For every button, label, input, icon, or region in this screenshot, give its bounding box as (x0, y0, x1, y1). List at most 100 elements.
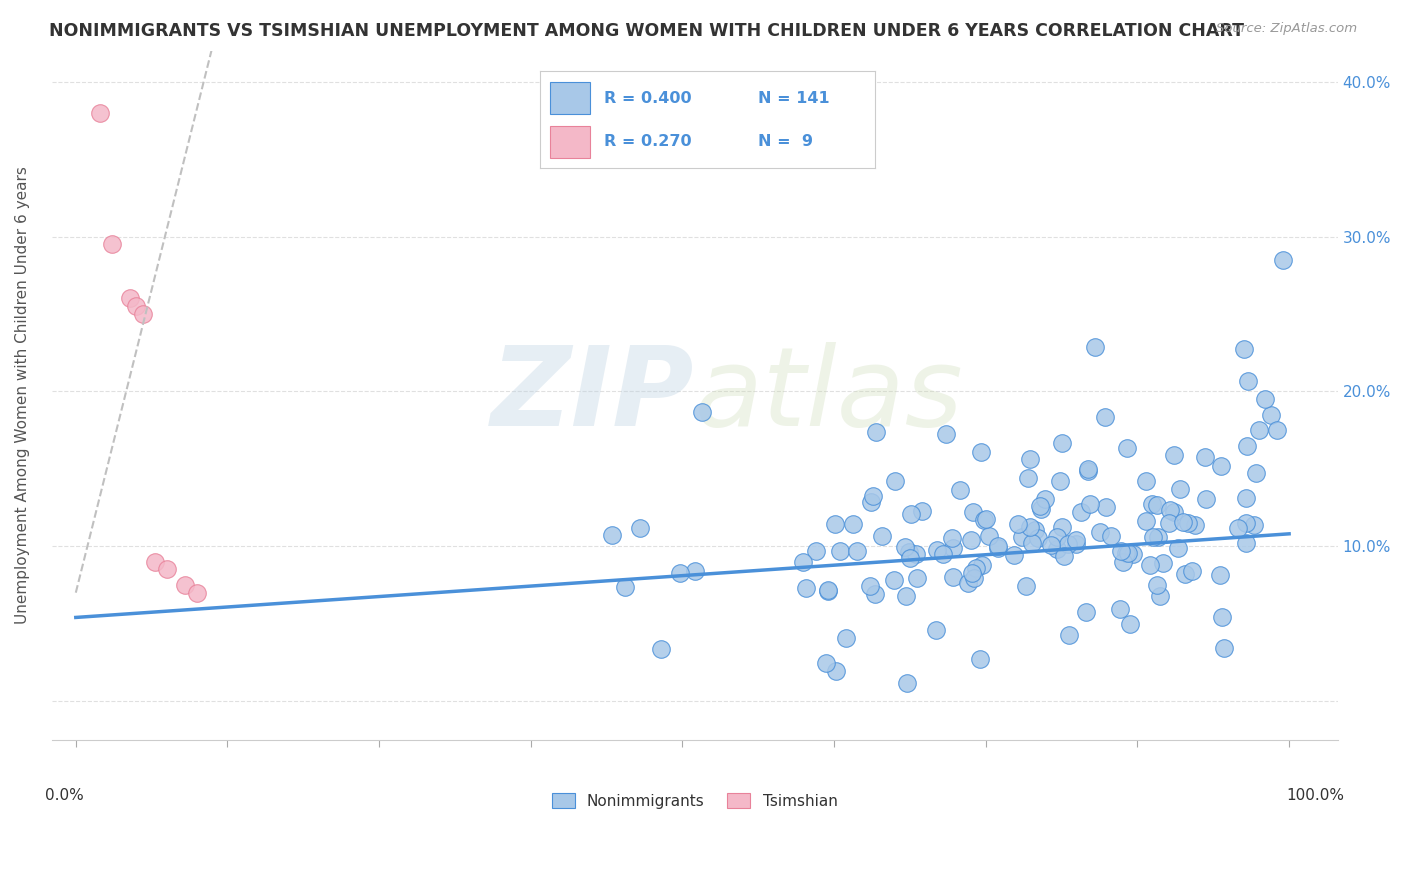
Point (1167, 541, 1189, 556)
Point (817, 584, 839, 599)
Point (1247, 423, 1270, 437)
Point (1115, 546, 1137, 560)
Point (845, 543, 868, 558)
Point (1056, 537, 1078, 551)
Text: 0.0%: 0.0% (45, 788, 84, 803)
Point (862, 489, 884, 503)
Point (1260, 408, 1282, 422)
Point (1152, 556, 1174, 570)
Point (1234, 491, 1257, 505)
Point (1052, 520, 1074, 534)
Point (1146, 530, 1168, 544)
Point (1177, 516, 1199, 530)
Point (1184, 517, 1206, 532)
Point (1011, 530, 1033, 544)
Point (1142, 497, 1164, 511)
Point (987, 541, 1010, 555)
Point (143, 555, 166, 569)
Point (600, 527, 623, 541)
Point (1243, 518, 1265, 533)
Point (186, 585, 208, 599)
Point (900, 551, 922, 566)
Point (905, 570, 928, 584)
Point (1163, 505, 1185, 519)
Point (900, 508, 922, 522)
Point (927, 543, 949, 558)
Point (1017, 471, 1039, 485)
Point (1226, 521, 1249, 535)
Point (1195, 492, 1218, 507)
Point (1078, 497, 1101, 511)
Point (835, 631, 858, 645)
Text: NONIMMIGRANTS VS TSIMSHIAN UNEMPLOYMENT AMONG WOMEN WITH CHILDREN UNDER 6 YEARS : NONIMMIGRANTS VS TSIMSHIAN UNEMPLOYMENT … (49, 22, 1244, 40)
Point (1254, 392, 1277, 406)
Point (817, 583, 839, 598)
Point (911, 504, 934, 518)
Point (962, 566, 984, 580)
Point (898, 545, 921, 559)
Point (977, 529, 1000, 543)
Text: Source: ZipAtlas.com: Source: ZipAtlas.com (1216, 22, 1357, 36)
Point (1024, 524, 1046, 538)
Point (1033, 492, 1056, 507)
Point (690, 405, 713, 419)
Point (1046, 530, 1069, 544)
Point (970, 445, 993, 459)
Point (1050, 435, 1073, 450)
Point (942, 570, 965, 584)
Point (89, 105, 111, 120)
Point (1064, 537, 1087, 551)
Point (884, 474, 907, 488)
Point (1109, 602, 1132, 616)
Point (1211, 610, 1233, 624)
Point (935, 427, 957, 442)
Point (650, 642, 672, 657)
Point (1139, 558, 1161, 573)
Point (970, 558, 993, 572)
Point (1074, 605, 1097, 619)
Point (1111, 544, 1133, 558)
Point (1070, 505, 1092, 519)
Point (1007, 516, 1029, 531)
Point (1119, 616, 1142, 631)
Point (865, 425, 887, 439)
Text: atlas: atlas (695, 342, 963, 449)
Point (1146, 498, 1168, 512)
Point (613, 580, 636, 594)
Point (1018, 520, 1040, 534)
Point (1029, 502, 1052, 516)
Point (1059, 627, 1081, 641)
Point (965, 560, 987, 574)
Point (1046, 541, 1069, 556)
Point (1053, 549, 1076, 564)
Point (1246, 466, 1268, 480)
Point (1026, 531, 1049, 545)
Point (1232, 343, 1254, 357)
Point (960, 533, 983, 548)
Point (1159, 502, 1181, 516)
Point (1146, 578, 1168, 592)
Point (1173, 515, 1195, 529)
Point (828, 544, 851, 558)
Point (1234, 516, 1257, 531)
Point (174, 578, 197, 592)
Point (1077, 462, 1099, 476)
Point (792, 555, 814, 569)
Point (1209, 568, 1232, 582)
Point (949, 483, 972, 498)
Point (669, 566, 692, 580)
Point (131, 307, 153, 321)
Point (1064, 533, 1087, 547)
Point (957, 575, 980, 590)
Point (942, 541, 965, 556)
Legend: Nonimmigrants, Tsimshian: Nonimmigrants, Tsimshian (546, 787, 844, 814)
Point (904, 547, 927, 561)
Point (894, 540, 917, 554)
Point (987, 539, 1010, 553)
Point (804, 544, 827, 558)
Point (859, 579, 882, 593)
Point (1094, 410, 1116, 425)
Point (870, 528, 893, 542)
Point (1112, 555, 1135, 569)
Point (1163, 448, 1185, 462)
